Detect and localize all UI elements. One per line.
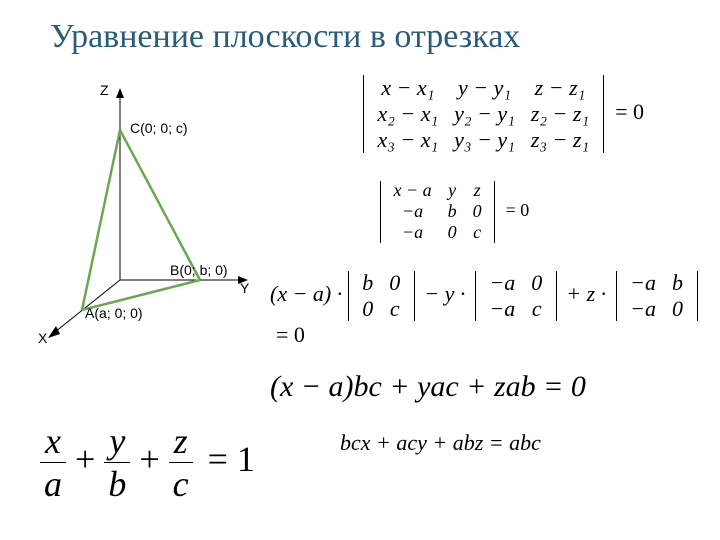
axis-y-label: Y	[240, 280, 249, 296]
page-title: Уравнение плоскости в отрезках	[50, 18, 520, 56]
determinant-1: x − x₁y − y₁z − z₁ x₂ − x₁y₂ − y₁z₂ − z₁…	[363, 75, 644, 153]
equation-expanded: (x − a)bc + yac + zab = 0	[270, 370, 586, 404]
diagram-3d-axes: Z C(0; 0; c) B(0; b; 0) Y A(a; 0; 0) X	[30, 80, 270, 340]
determinant-2: x − ayz −ab0 −a0c = 0	[380, 180, 529, 243]
point-a-label: A(a; 0; 0)	[85, 305, 143, 321]
axis-z-label: Z	[100, 82, 109, 98]
point-b-label: B(0; b; 0)	[170, 262, 228, 278]
point-c-label: C(0; 0; c)	[130, 120, 188, 136]
equation-intercept-form: xa + yb + zc = 1	[40, 420, 255, 505]
axis-x-label: X	[38, 330, 47, 346]
cofactor-expansion: (x − a) · b0 0c − y · −a0 −ac + z · −ab …	[270, 270, 720, 348]
equation-linear: bcx + acy + abz = abc	[340, 430, 541, 456]
